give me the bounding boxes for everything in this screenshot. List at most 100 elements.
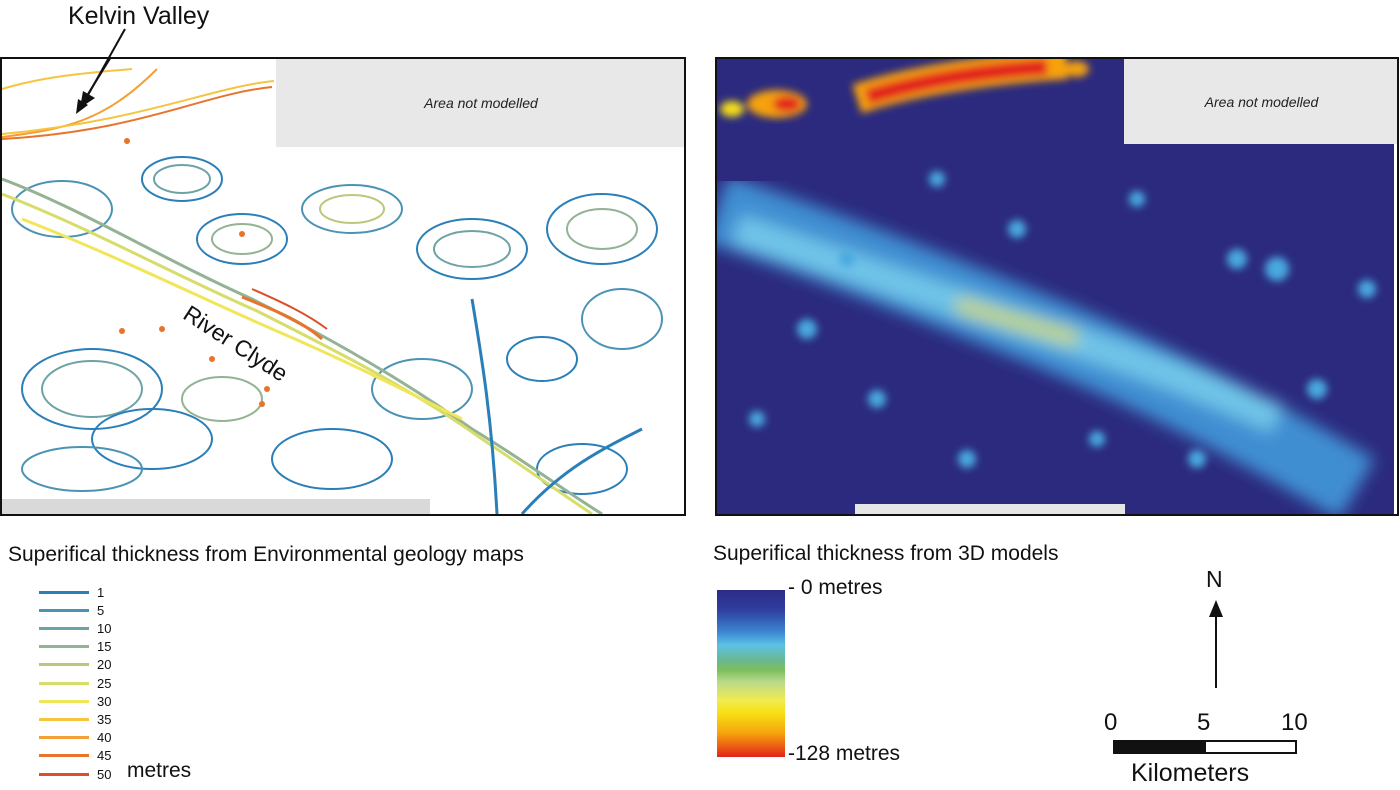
hot-spot [124,138,130,144]
scale-label: 5 [1197,709,1211,736]
scale-label: 10 [1281,709,1308,736]
contour-value: 5 [97,602,105,618]
hot-spot [773,96,801,112]
thick-patch [1008,220,1026,238]
thick-patch [1265,257,1289,281]
contour-value: 30 [97,693,112,709]
contour-blob [141,156,223,202]
clyde-yellow [954,297,1080,346]
contour-legend-item: 5 [39,601,104,619]
contour-blob [91,408,213,470]
kelvin-valley-label: Kelvin Valley [68,2,210,30]
contour-blob [416,218,528,280]
contour-swatch [39,699,89,703]
contour-swatch [39,772,89,776]
contour-legend-item: 35 [39,710,111,728]
contour-blob [211,223,273,255]
contour-blob [41,360,143,418]
contour-legend-title: Superifical thickness from Environmental… [8,543,524,566]
hot-spot [259,401,265,407]
contour-value: 15 [97,639,112,655]
contour-value: 1 [97,584,105,600]
model-thickness-map: Area not modelled [715,57,1399,516]
contour-swatch [39,736,89,740]
contour-blob [319,194,385,224]
thick-patch [1307,379,1327,399]
scale-bar [1113,740,1297,754]
contour-blob [433,230,511,268]
river-corridor-core [241,295,324,341]
contour-swatch [39,590,89,594]
unmapped-strip [855,504,1125,514]
hot-spot [209,356,215,362]
contour-legend-item: 50 [39,765,111,783]
river-corridor-inner [21,217,463,421]
thick-patch [958,450,976,468]
contour-unit: metres [127,759,192,782]
thick-patch [797,319,817,339]
blue-river [470,298,499,514]
hot-spot [119,328,125,334]
thick-patch [1358,280,1376,298]
thickness-colorbar [717,590,785,757]
contour-blob [11,180,113,238]
north-letter: N [1206,566,1223,592]
contour-swatch [39,645,89,649]
contour-blob [153,164,211,194]
contour-swatch [39,663,89,667]
kelvin-contour-3 [2,80,275,135]
model-legend-title: Superifical thickness from 3D models [713,542,1059,565]
kelvin-contour-2 [2,86,273,140]
river-corridor-outer [2,177,603,514]
contour-legend-item: 25 [39,674,111,692]
area-not-modelled-left: Area not modelled [276,59,684,147]
contour-swatch [39,754,89,758]
contour-value: 20 [97,657,112,673]
contour-blob [546,193,658,265]
contour-lines [2,59,663,514]
unmapped-strip [2,499,430,514]
thick-patch [1089,431,1105,447]
thick-patch [839,251,855,267]
contour-swatch [39,681,89,685]
contour-blob [271,428,393,490]
hot-spot [159,326,165,332]
contour-blob [196,213,288,265]
contour-legend-item: 20 [39,656,111,674]
contour-value: 25 [97,675,112,691]
area-not-modelled-right: Area not modelled [1124,59,1397,144]
contour-swatch [39,626,89,630]
hot-spot [239,231,245,237]
contour-blob [21,446,143,492]
contour-swatch [39,608,89,612]
contour-blob [301,184,403,234]
contour-legend-item: 30 [39,692,111,710]
hot-spot [1065,61,1089,77]
contour-blob [536,443,628,495]
contour-legend-item: 10 [39,619,111,637]
thick-patch [1188,450,1206,468]
thick-patch [749,411,765,427]
scale-unit: Kilometers [1131,759,1250,787]
contour-value: 10 [97,620,112,636]
contour-value: 50 [97,766,112,782]
thick-patch [1227,249,1247,269]
contour-legend-item: 1 [39,583,104,601]
river-corridor-core2 [251,288,328,330]
contour-value: 35 [97,711,112,727]
hot-spot [720,101,744,117]
contour-blob [371,358,473,420]
model-raster [717,59,1376,514]
hot-spot [264,386,270,392]
contour-legend-item: 15 [39,638,111,656]
kelvin-arrowhead [76,99,88,114]
contour-value: 40 [97,730,112,746]
thick-patch [868,390,886,408]
contour-blob [566,208,638,250]
contour-value: 45 [97,748,112,764]
kelvin-contour-4 [2,68,133,90]
hot-band-core [864,59,1048,105]
scale-bar-black-segment [1115,742,1206,752]
contour-blob [581,288,663,350]
contour-swatch [39,717,89,721]
